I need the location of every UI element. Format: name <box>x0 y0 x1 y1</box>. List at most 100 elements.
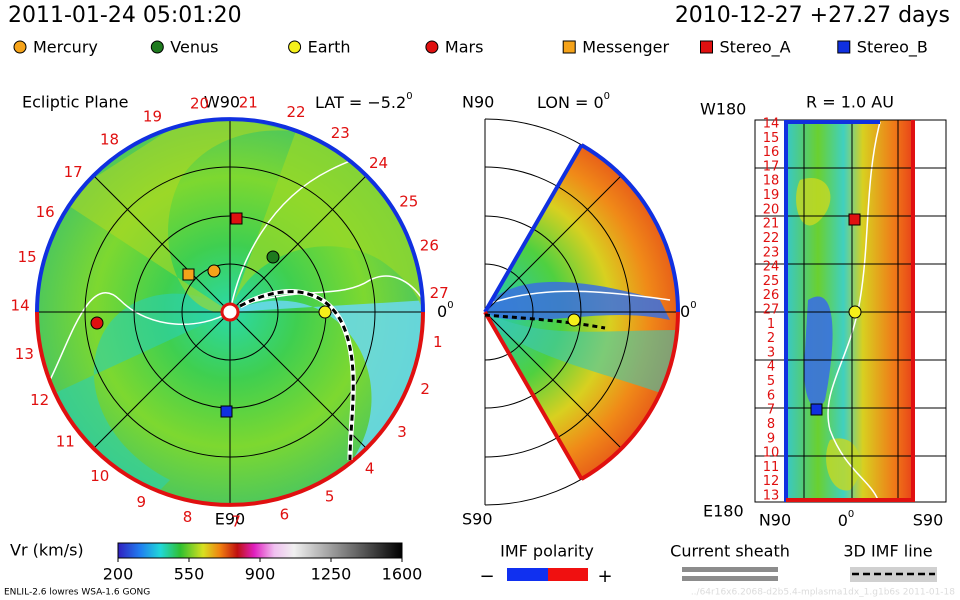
run-time: 2010-12-27 +27.27 days <box>675 3 950 28</box>
stereo-a-marker <box>230 212 243 225</box>
current-sheath-label: Current sheath <box>670 542 790 561</box>
imf-line-label: 3D IMF line <box>843 542 932 561</box>
date: 2011-01-24 05:01:20 <box>8 3 242 28</box>
longitude-label: 17 <box>64 163 83 181</box>
longitude-label: 26 <box>763 288 780 303</box>
rim-west <box>35 117 425 313</box>
longitude-label: 3 <box>397 423 407 441</box>
longitude-label: 6 <box>280 505 290 523</box>
footer-model: ENLIL-2.6 lowres WSA-1.6 GONG <box>4 588 150 598</box>
earth-marker <box>318 305 332 319</box>
sheath-line <box>682 567 778 572</box>
x-mid-label: 00 <box>838 509 855 530</box>
colorbar-tick-label: 900 <box>245 565 276 584</box>
longitude-label: 21 <box>239 93 258 111</box>
longitude-label: 18 <box>763 174 780 189</box>
mercury-marker <box>207 264 221 278</box>
longitude-label: 1 <box>767 317 775 332</box>
panel-title: Ecliptic Plane <box>22 93 128 112</box>
footer-run-id: ../64r16x6.2068-d2b5.4-mplasma1dx_1.g1b6… <box>691 588 955 598</box>
longitude-label: 16 <box>763 145 780 160</box>
longitude-label: 6 <box>767 388 775 403</box>
plus: + <box>597 566 612 587</box>
sun <box>220 302 240 322</box>
longitude-label: 2 <box>420 380 430 398</box>
sheath-line <box>682 576 778 581</box>
stereo-a-marker <box>848 213 861 226</box>
legend-marker <box>13 40 27 54</box>
stereo-b-marker <box>810 403 823 416</box>
legend: Mercury Venus Earth Mars Messenger Stereo_A St… <box>13 38 928 58</box>
longitude-label: 7 <box>231 512 241 530</box>
longitude-label: 25 <box>399 192 418 210</box>
longitude-label: 11 <box>56 433 75 451</box>
longitude-label: 4 <box>365 459 375 477</box>
polarity-positive <box>548 568 588 581</box>
longitude-label: 10 <box>90 467 109 485</box>
bottom-label: E90 <box>215 510 245 529</box>
lon-label: LON = 00 <box>537 91 610 112</box>
longitude-label: 19 <box>763 188 780 203</box>
x-right-label: S90 <box>913 511 944 530</box>
x-mid-sup: 0 <box>848 509 854 520</box>
bottom-label: S90 <box>462 510 493 529</box>
longitude-label: 15 <box>763 131 780 146</box>
longitude-label: 27 <box>763 303 780 318</box>
longitude-label: 9 <box>767 431 775 446</box>
top-label: N90 <box>462 93 494 112</box>
lat-sup: 0 <box>406 91 412 102</box>
longitude-label: 5 <box>325 487 335 505</box>
legend-label: Mercury <box>33 38 98 57</box>
longitude-label: 20 <box>190 95 209 113</box>
legend-marker <box>150 40 164 54</box>
ecliptic-panel: Ecliptic Plane W90 LAT = −5.20 E90 00 12… <box>11 91 454 530</box>
longitude-label: 3 <box>767 345 775 360</box>
colorbar-tick-label: 200 <box>103 565 134 584</box>
longitude-label: 24 <box>763 260 780 275</box>
right: 0 <box>680 302 690 321</box>
longitude-label: 1 <box>433 333 443 351</box>
messenger-marker <box>182 268 195 281</box>
longitude-label: 5 <box>767 374 775 389</box>
legend-label: Stereo_B <box>857 38 928 58</box>
longitude-label: 8 <box>183 508 193 526</box>
longitude-label: 18 <box>100 130 119 148</box>
longitude-label: 12 <box>30 391 49 409</box>
mars-marker <box>90 316 104 330</box>
longitude-label: 4 <box>767 360 775 375</box>
colorbar-label: Vr (km/s) <box>10 541 84 560</box>
longitude-label: 19 <box>143 107 162 125</box>
legend-label: Mars <box>445 38 484 57</box>
legend-marker <box>425 40 439 54</box>
legend-marker <box>700 40 713 54</box>
sphere-panel: W180 R = 1.0 AU E180 N90 00 S90 14151617… <box>700 93 947 530</box>
longitude-label: 23 <box>331 124 350 142</box>
longitude-label: 9 <box>136 493 146 511</box>
longitude-label: 25 <box>763 274 780 289</box>
colorbar-tick-label: 1250 <box>311 565 352 584</box>
longitude-label: 22 <box>763 231 780 246</box>
colorbar <box>117 542 403 559</box>
colorbar-ticks: 200 550 900 1250 1600 <box>103 558 423 584</box>
longitude-label: 17 <box>763 159 780 174</box>
meridional-panel: N90 LON = 00 S90 00 <box>462 91 697 529</box>
right-label: 00 <box>680 300 697 321</box>
legend-marker <box>837 40 851 54</box>
longitude-label: 24 <box>369 154 388 172</box>
legend-label: Messenger <box>582 38 669 57</box>
legend-label: Venus <box>170 38 218 57</box>
longitude-labels: 1415161718192021222324252627123456789101… <box>763 117 780 504</box>
legend-label: Earth <box>308 38 351 57</box>
colorbar-tick-label: 1600 <box>382 565 423 584</box>
x-mid: 0 <box>838 511 848 530</box>
longitude-label: 14 <box>763 117 780 132</box>
longitude-label: 26 <box>420 236 439 254</box>
top-label: W180 <box>700 100 746 119</box>
longitude-label: 12 <box>763 474 780 489</box>
lat: LAT = −5.2 <box>315 93 406 112</box>
rim-east <box>35 311 425 507</box>
longitude-label: 8 <box>767 417 775 432</box>
polarity-negative <box>507 568 548 581</box>
longitude-label: 27 <box>430 284 449 302</box>
